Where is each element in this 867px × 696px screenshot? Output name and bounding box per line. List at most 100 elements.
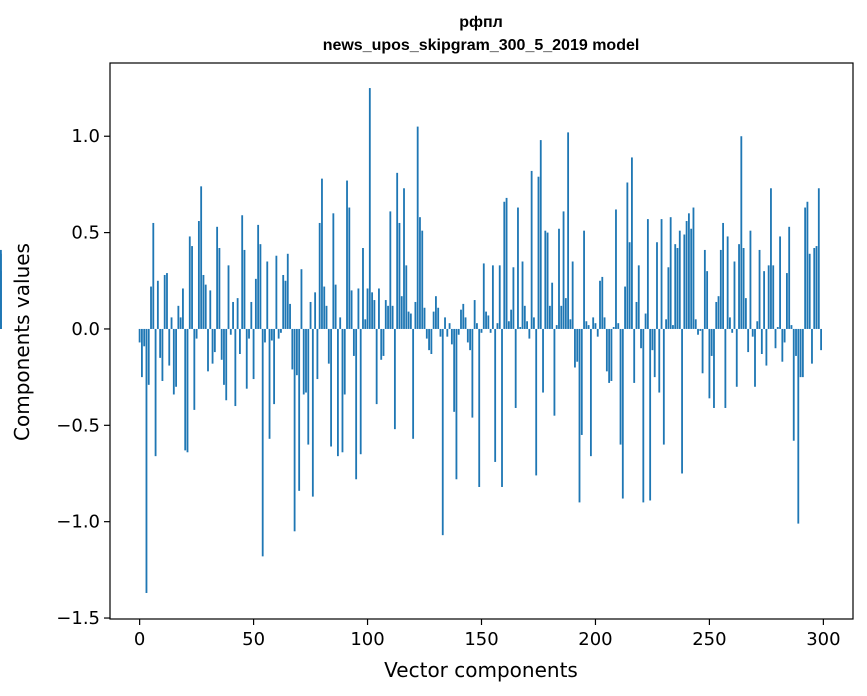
bar (594, 323, 597, 329)
bar (419, 217, 421, 329)
bar (0, 253, 2, 329)
bar (286, 253, 289, 329)
bar (439, 328, 442, 337)
bar (163, 274, 166, 329)
bar (323, 286, 326, 329)
bar (311, 328, 314, 497)
bar (457, 328, 460, 335)
bar (195, 328, 198, 339)
bar (273, 328, 276, 405)
bar (674, 244, 677, 329)
bar (177, 305, 180, 329)
bar (227, 265, 230, 329)
bar (558, 228, 560, 329)
bar (409, 313, 412, 329)
bar (601, 276, 604, 329)
bar (407, 311, 410, 329)
bar (321, 178, 323, 329)
bar (421, 230, 424, 329)
x-tick-label: 150 (464, 629, 498, 650)
bar (640, 328, 642, 349)
x-tick-label: 200 (578, 629, 612, 650)
bar (243, 249, 246, 329)
bar (708, 328, 711, 399)
chart-title: рфпл (459, 14, 503, 31)
bars-group (0, 88, 822, 593)
bar (779, 236, 781, 329)
bar (683, 234, 686, 329)
bar (172, 328, 175, 395)
bar (722, 222, 724, 329)
bar (537, 176, 540, 329)
bar (307, 328, 310, 445)
bar (589, 328, 592, 457)
bar (202, 274, 205, 329)
bar (435, 296, 437, 329)
bar (801, 328, 804, 378)
bar (813, 248, 816, 329)
bar (731, 328, 734, 333)
bar (706, 271, 709, 329)
bar (193, 328, 196, 410)
bar (699, 328, 702, 331)
bar (220, 328, 223, 360)
bar (820, 328, 822, 351)
bar (797, 328, 800, 524)
y-tick-label: 0.0 (71, 319, 100, 340)
bar (398, 222, 401, 329)
bar (806, 201, 809, 329)
bar (656, 242, 658, 329)
bar (681, 328, 683, 474)
y-tick-label: −1.0 (56, 512, 100, 533)
bar (211, 328, 214, 364)
bar (523, 305, 526, 329)
bar (291, 328, 294, 370)
bar (491, 265, 494, 329)
bar (776, 327, 779, 329)
bar (724, 328, 727, 408)
bar (599, 280, 601, 329)
bar (808, 253, 811, 329)
bar (400, 296, 403, 329)
bar (188, 236, 191, 329)
bar (389, 211, 392, 329)
bar (346, 180, 348, 329)
bar (405, 265, 408, 329)
bar (266, 261, 269, 329)
bar (667, 267, 670, 329)
bar (635, 301, 638, 329)
bar (517, 207, 519, 329)
bar (259, 244, 262, 329)
bar (553, 328, 556, 416)
bar (637, 265, 640, 329)
bar (471, 328, 474, 418)
bar (610, 328, 613, 381)
bar (592, 317, 595, 329)
bar (751, 328, 754, 337)
bar (403, 188, 405, 329)
bar (528, 328, 531, 339)
bar (763, 271, 766, 329)
bar (760, 328, 763, 354)
bar (357, 288, 360, 329)
bar (701, 328, 704, 374)
bar (580, 328, 583, 435)
y-tick-label: −1.5 (56, 608, 100, 629)
bar (314, 292, 317, 329)
bar (393, 328, 396, 430)
bar (571, 261, 574, 329)
bar (225, 328, 228, 401)
bar (742, 248, 745, 329)
bar (596, 328, 599, 337)
bar (815, 246, 818, 329)
bar (642, 328, 645, 503)
bar (428, 328, 430, 351)
bar (790, 325, 793, 329)
bar (694, 319, 697, 329)
bar (416, 126, 419, 329)
bar (366, 288, 369, 329)
bar (555, 325, 558, 329)
bar (248, 328, 250, 339)
